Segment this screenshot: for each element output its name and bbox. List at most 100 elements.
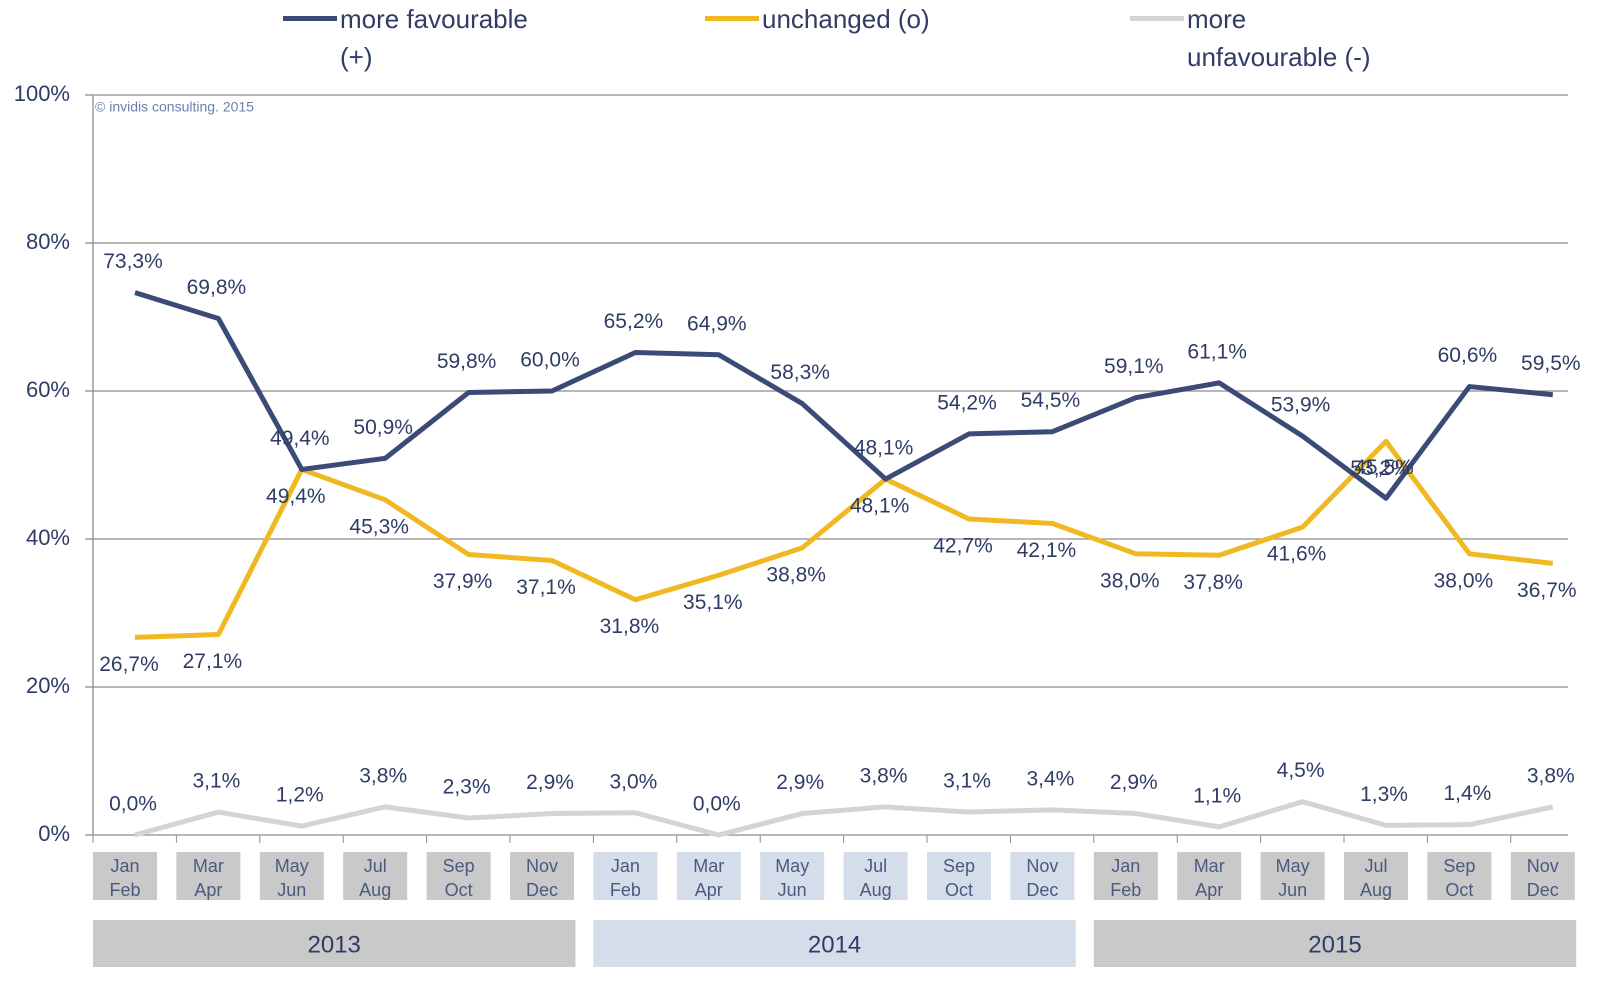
data-label: 2,9% xyxy=(1110,771,1158,794)
data-label: 53,9% xyxy=(1271,394,1331,417)
legend-item: more unfavourable (-) xyxy=(1130,0,1387,76)
category-tile xyxy=(760,852,825,900)
x-tick-label: Apr xyxy=(1195,880,1223,900)
x-tick-label: Jan xyxy=(1111,856,1140,876)
data-label: 3,8% xyxy=(860,764,908,787)
x-tick-label: Sep xyxy=(1443,856,1475,876)
data-label: 1,1% xyxy=(1193,784,1241,807)
data-label: 54,5% xyxy=(1021,389,1081,412)
data-label: 2,9% xyxy=(526,771,574,794)
y-tick-label: 20% xyxy=(26,673,70,698)
data-label: 38,0% xyxy=(1434,569,1494,592)
x-tick-label: May xyxy=(1276,856,1310,876)
x-tick-label: Oct xyxy=(945,880,973,900)
category-tile xyxy=(426,852,491,900)
data-label: 4,5% xyxy=(1277,759,1325,782)
x-tick-label: Oct xyxy=(445,880,473,900)
category-tile xyxy=(1510,852,1575,900)
x-tick-label: May xyxy=(275,856,309,876)
category-tile xyxy=(1093,852,1158,900)
x-tick-label: Mar xyxy=(693,856,724,876)
x-tick-label: Feb xyxy=(610,880,641,900)
legend-swatch xyxy=(1130,16,1184,21)
x-tick-label: Apr xyxy=(194,880,222,900)
x-tick-label: Apr xyxy=(695,880,723,900)
year-bar xyxy=(1093,920,1577,967)
x-tick-label: Dec xyxy=(1527,880,1559,900)
series-line xyxy=(134,799,1554,838)
data-label: 1,4% xyxy=(1443,782,1491,805)
data-label: 1,3% xyxy=(1360,783,1408,806)
x-tick-label: May xyxy=(775,856,809,876)
series-line xyxy=(134,438,1554,640)
x-tick-label: Jan xyxy=(110,856,139,876)
data-label: 64,9% xyxy=(687,312,747,335)
x-tick-label: Mar xyxy=(1194,856,1225,876)
data-label: 35,1% xyxy=(683,591,743,614)
series-line xyxy=(134,290,1554,501)
x-tick-label: Oct xyxy=(1445,880,1473,900)
x-tick-label: Dec xyxy=(1026,880,1058,900)
x-tick-label: Jul xyxy=(364,856,387,876)
category-tile xyxy=(259,852,324,900)
data-label: 60,0% xyxy=(520,349,580,372)
data-label: 73,3% xyxy=(103,250,163,273)
y-tick-label: 60% xyxy=(26,377,70,402)
data-label: 59,1% xyxy=(1104,355,1164,378)
data-label: 54,2% xyxy=(937,391,997,414)
category-tile xyxy=(176,852,241,900)
x-tick-label: Aug xyxy=(860,880,892,900)
data-label: 49,4% xyxy=(270,427,330,450)
category-tile xyxy=(593,852,658,900)
category-tile xyxy=(1427,852,1492,900)
y-tick-label: 40% xyxy=(26,525,70,550)
x-tick-label: Jun xyxy=(1278,880,1307,900)
data-label: 3,8% xyxy=(1527,764,1575,787)
annotation: © invidis consulting. 2015 xyxy=(95,99,254,115)
data-label: 42,1% xyxy=(1017,539,1077,562)
legend-label: more favourable (+) xyxy=(340,4,528,72)
legend-swatch xyxy=(705,16,759,21)
category-tile xyxy=(1344,852,1408,900)
x-tick-label: Dec xyxy=(526,880,558,900)
data-label: 48,1% xyxy=(854,437,914,460)
year-bar xyxy=(593,920,1076,967)
data-label: 65,2% xyxy=(604,310,664,333)
data-label: 41,6% xyxy=(1267,543,1327,566)
data-label: 26,7% xyxy=(99,653,159,676)
category-tile xyxy=(1177,852,1242,900)
year-bar xyxy=(93,920,576,967)
category-tile xyxy=(343,852,408,900)
data-label: 61,1% xyxy=(1187,340,1247,363)
data-label: 2,9% xyxy=(776,771,824,794)
data-label: 1,2% xyxy=(276,784,324,807)
data-label: 38,8% xyxy=(766,563,826,586)
data-label: 60,6% xyxy=(1438,344,1498,367)
y-tick-label: 0% xyxy=(38,821,70,846)
x-tick-label: Jul xyxy=(1364,856,1387,876)
data-label: 3,0% xyxy=(609,770,657,793)
legend-swatch xyxy=(283,16,337,21)
category-tile xyxy=(676,852,741,900)
data-label: 3,4% xyxy=(1026,767,1074,790)
data-label: 48,1% xyxy=(850,495,910,518)
data-label: 27,1% xyxy=(183,650,243,673)
x-tick-label: Feb xyxy=(1110,880,1141,900)
category-tile xyxy=(1260,852,1325,900)
x-tick-label: Sep xyxy=(443,856,475,876)
data-label: 50,9% xyxy=(353,416,413,439)
category-tile xyxy=(843,852,908,900)
category-tile xyxy=(927,852,991,900)
x-tick-label: Aug xyxy=(1360,880,1392,900)
x-tick-label: Nov xyxy=(526,856,558,876)
x-tick-label: Jan xyxy=(611,856,640,876)
x-tick-label: Nov xyxy=(1527,856,1559,876)
x-tick-label: Feb xyxy=(109,880,140,900)
data-label: 53,2% xyxy=(1350,457,1410,480)
x-tick-label: Aug xyxy=(359,880,391,900)
x-tick-label: Sep xyxy=(943,856,975,876)
data-label: 2,3% xyxy=(443,776,491,799)
year-label: 2014 xyxy=(808,931,861,958)
